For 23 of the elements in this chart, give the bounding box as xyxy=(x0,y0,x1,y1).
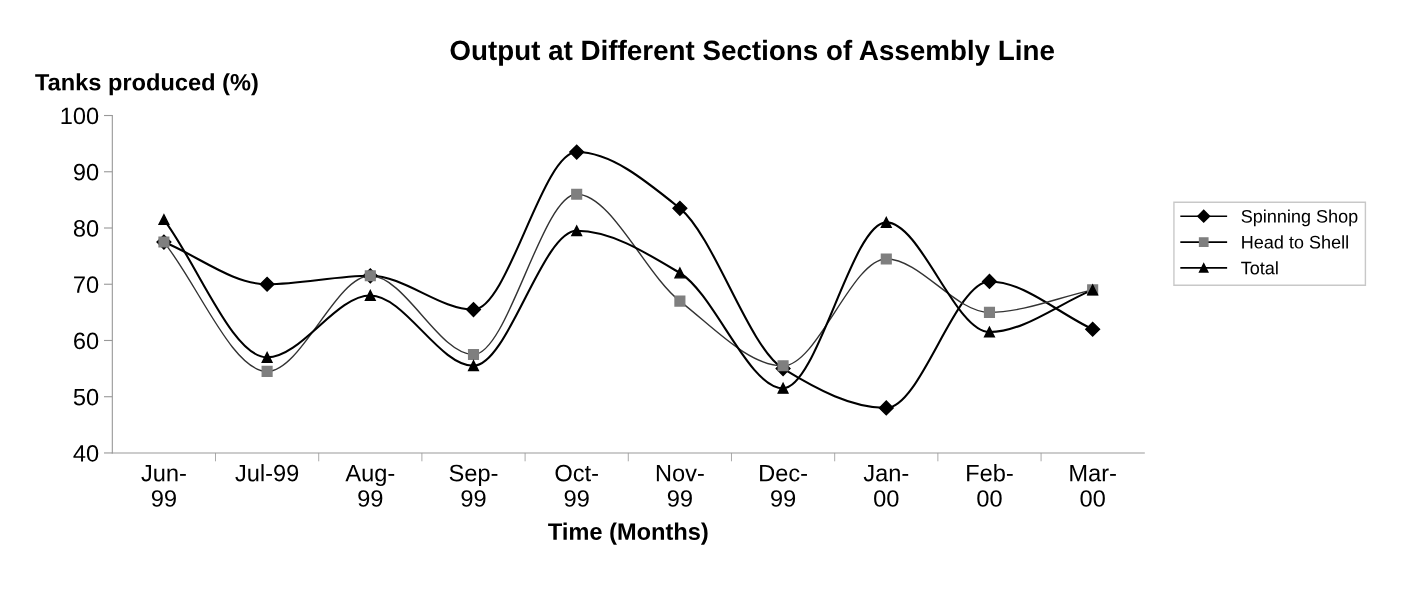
legend-label: Spinning Shop xyxy=(1241,209,1358,227)
x-tick-label: Oct- 99 xyxy=(555,464,598,507)
legend-label: Total xyxy=(1241,261,1278,275)
x-tick-label: Nov- 99 xyxy=(656,464,704,507)
y-tick-label: 90 xyxy=(73,163,99,181)
x-tick-label: Jul-99 xyxy=(235,464,299,482)
y-tick-label: 70 xyxy=(74,276,99,294)
x-tick-label: Mar- 00 xyxy=(1070,464,1116,507)
x-axis-title: Time (Months) xyxy=(548,522,708,545)
y-tick-label: 50 xyxy=(73,388,99,406)
legend-label: Head to Shell xyxy=(1242,235,1348,249)
y-axis-title: Tanks produced (%) xyxy=(35,73,258,96)
x-tick-label: Dec- 99 xyxy=(760,464,807,507)
y-tick-label: 100 xyxy=(61,107,99,125)
x-tick-label: Feb- 00 xyxy=(967,464,1013,507)
y-tick-label: 80 xyxy=(73,220,99,237)
x-tick-label: Aug- 99 xyxy=(345,464,395,507)
x-tick-label: Sep- 99 xyxy=(449,464,498,507)
y-tick-label: 60 xyxy=(74,332,99,350)
y-tick-label: 40 xyxy=(73,445,99,462)
chart-title: Output at Different Sections of Assembly Line xyxy=(450,39,1054,66)
x-tick-label: Jan- 00 xyxy=(863,464,909,507)
x-tick-label: Jun- 99 xyxy=(141,464,186,507)
